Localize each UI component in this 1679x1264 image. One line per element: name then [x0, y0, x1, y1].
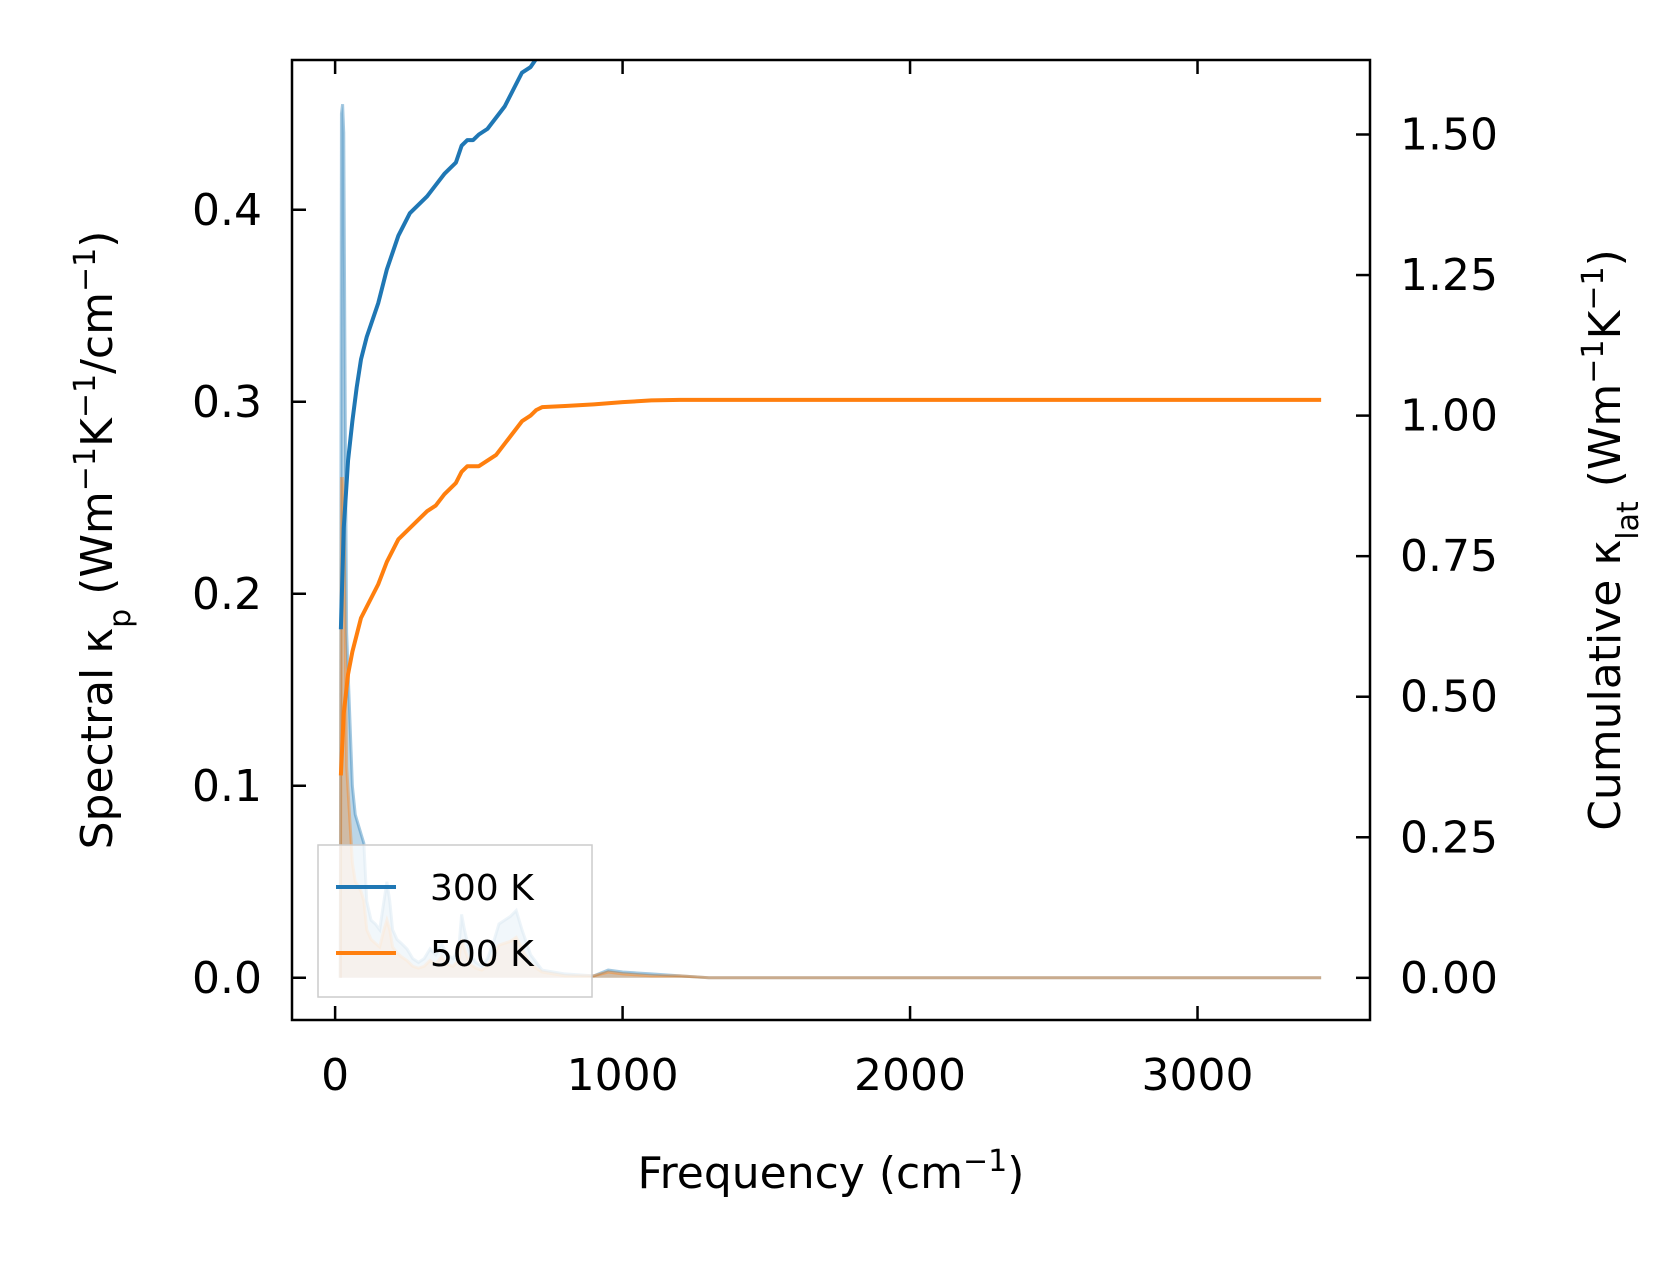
- x-axis-label: Frequency (cm−1): [638, 1144, 1025, 1200]
- axes-frame: [290, 58, 1372, 1022]
- plot-area: [338, 60, 1322, 980]
- y-right-tick-label: 0.00: [1400, 953, 1498, 1004]
- y-left-tick-label: 0.3: [192, 377, 262, 428]
- y-right-tick-label: 0.50: [1400, 672, 1498, 723]
- x-tick-label: 2000: [854, 1050, 966, 1101]
- y-right-tick-label: 1.25: [1400, 250, 1498, 301]
- x-tick-label: 0: [321, 1050, 349, 1101]
- y-left-tick-label: 0.0: [192, 953, 262, 1004]
- y-left-tick-label: 0.1: [192, 761, 262, 812]
- legend-label-300k: 300 K: [430, 868, 535, 909]
- y-right-tick-label: 0.75: [1400, 531, 1498, 582]
- cumulative-line-300k: [338, 60, 539, 630]
- x-tick-label: 3000: [1142, 1050, 1254, 1101]
- cumulative-line-500k: [338, 397, 1322, 776]
- legend: 300 K 500 K: [317, 844, 593, 998]
- legend-box: [317, 844, 593, 998]
- x-tick-label: 1000: [567, 1050, 679, 1101]
- y-left-axis-label: Spectral κp (Wm−1K−1/cm−1): [68, 231, 138, 850]
- axes: 0 1000 2000 3000 0.0 0.1 0.2 0.3 0.4 0.00 0.25 0.50…: [68, 58, 1646, 1200]
- legend-label-500k: 500 K: [430, 934, 535, 975]
- y-left-tick-label: 0.4: [192, 185, 262, 236]
- y-right-tick-label: 0.25: [1400, 812, 1498, 863]
- y-right-tick-label: 1.50: [1400, 109, 1498, 160]
- y-left-tick-label: 0.2: [192, 569, 262, 620]
- plot-clip-group: [338, 60, 1322, 980]
- y-right-axis-label: Cumulative κlat (Wm−1K−1): [1576, 249, 1646, 831]
- y-right-tick-label: 1.00: [1400, 391, 1498, 442]
